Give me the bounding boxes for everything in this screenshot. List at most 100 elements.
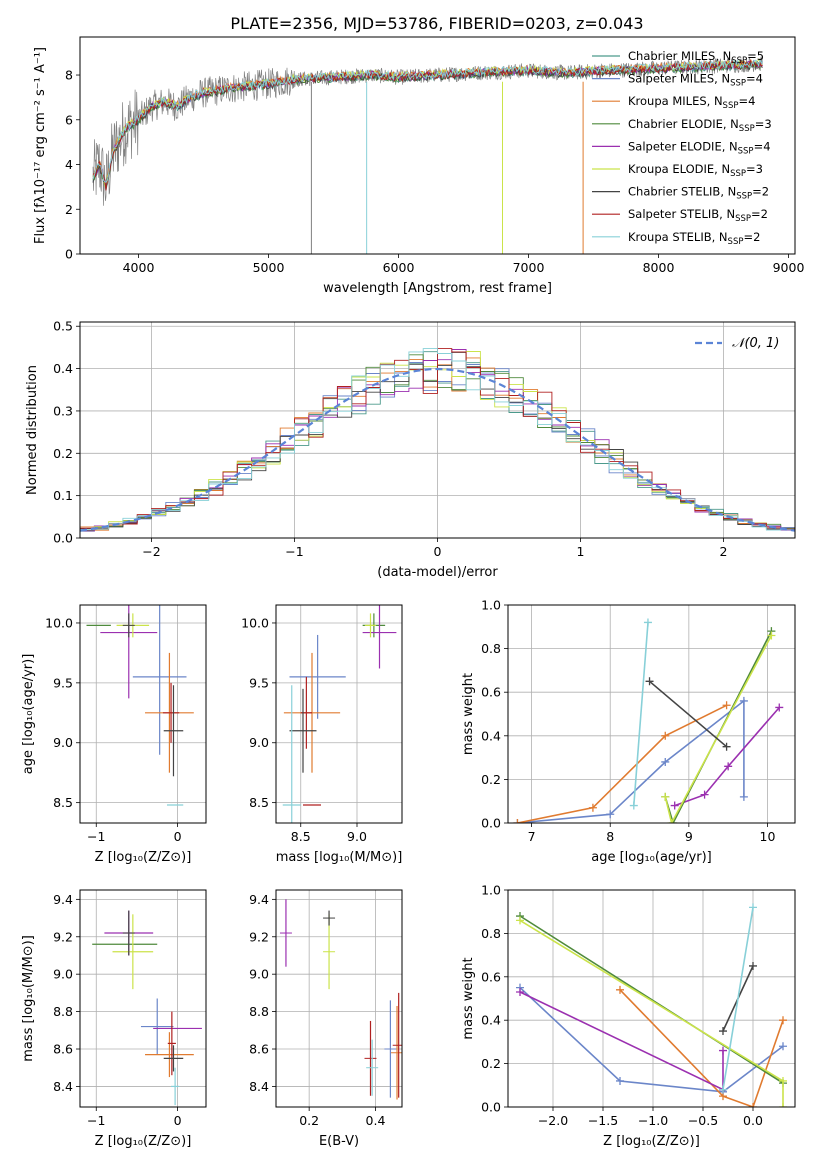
massweight_vs_Z-plot-area: [516, 903, 787, 1107]
residual-histogram: [80, 348, 795, 531]
weight-point: [779, 1042, 787, 1051]
legend-entry: 𝒩(0, 1): [732, 336, 779, 351]
x-tick-label: −0.5: [688, 1113, 718, 1128]
axes-frame: [79, 889, 207, 1108]
weight-point: [606, 810, 615, 819]
weight-point: [779, 1103, 787, 1107]
y-tick-label: 9.4: [53, 892, 73, 907]
x-tick-label: 10: [760, 829, 776, 844]
weight-point: [588, 803, 597, 812]
model-spectrum-line: [92, 58, 763, 184]
weight-point: [767, 631, 776, 640]
x-tick-label: −2.0: [538, 1113, 568, 1128]
y-tick-label: 2: [65, 202, 73, 217]
residuals-plot-area: [80, 348, 795, 532]
age_vs_mass-plot-area: [282, 605, 397, 823]
y-axis-label: mass weight: [461, 673, 476, 755]
x-axis-label: Z [log₁₀(Z/Z⊙)]: [603, 1134, 700, 1149]
x-tick-label: 9000: [773, 260, 805, 275]
residuals-panel: −2 −1 0 1 2 0.0 0.1 0.2 0.3 0.4 0.5 (data-model)/er…: [25, 319, 796, 580]
weight-point: [661, 757, 670, 766]
legend-entry: Salpeter MILES, NSSP=4: [628, 72, 763, 89]
y-tick-label: 0.3: [53, 403, 73, 418]
age_vs_Z-panel: −1 0 8.5 9.0 9.5 10.0 Z [log₁₀(Z/Z⊙)] age [log₁…: [21, 604, 207, 865]
y-tick-label: 0.6: [481, 685, 501, 700]
axes-frame: [79, 36, 796, 255]
y-tick-label: 9.2: [53, 929, 73, 944]
legend-entry: Chabrier MILES, NSSP=5: [628, 49, 764, 66]
x-tick-label: −1.0: [638, 1113, 668, 1128]
massweight_vs_age-plot-area: [513, 618, 784, 823]
weight-point: [749, 1103, 757, 1107]
axes-frame: [79, 321, 796, 539]
weight-line: [633, 622, 649, 806]
massweight_vs_age-panel: 7 8 9 10 0.0 0.2 0.4 0.6 0.8 1.0 age [log₁₀(age/yr…: [461, 598, 796, 865]
weight-point: [516, 916, 524, 925]
weight-line: [648, 680, 728, 748]
y-tick-label: 8.6: [249, 1042, 269, 1057]
weight-point: [779, 1016, 787, 1025]
weight-point: [645, 677, 654, 686]
weight-point: [722, 701, 731, 710]
weight-point: [661, 731, 670, 740]
y-tick-label: 0.2: [53, 446, 73, 461]
y-tick-label: 8.4: [249, 1079, 269, 1094]
y-tick-label: 0.8: [481, 641, 501, 656]
y-tick-label: 8.8: [53, 1004, 73, 1019]
weight-line: [517, 704, 727, 823]
x-tick-label: 1: [577, 544, 585, 559]
y-tick-label: 0.0: [481, 1100, 501, 1115]
x-tick-label: 0.2: [299, 1113, 319, 1128]
mass_vs_ebv-plot-area: [279, 899, 402, 1100]
weight-point: [749, 961, 757, 970]
x-axis-label: Z [log₁₀(Z/Z⊙)]: [95, 850, 192, 865]
axes-frame: [275, 889, 403, 1108]
legend-entry: Chabrier ELODIE, NSSP=3: [628, 117, 772, 134]
x-tick-label: 9.0: [347, 829, 367, 844]
weight-line: [519, 915, 784, 1084]
y-tick-label: 10.0: [241, 615, 269, 630]
weight-point: [643, 618, 652, 627]
y-tick-label: 0.6: [481, 969, 501, 984]
x-tick-label: −1: [87, 1113, 105, 1128]
weight-point: [739, 696, 748, 705]
x-tick-label: 0: [174, 829, 182, 844]
weight-line: [619, 989, 784, 1107]
x-tick-label: 8.5: [291, 829, 311, 844]
y-tick-label: 9.4: [249, 892, 269, 907]
legend-entry: Salpeter STELIB, NSSP=2: [628, 207, 768, 224]
y-tick-label: 8: [65, 68, 73, 83]
weight-point: [616, 1076, 624, 1085]
weight-point: [700, 790, 709, 799]
y-tick-label: 8.4: [53, 1079, 73, 1094]
y-axis-label: age [log₁₀(age/yr)]: [21, 654, 36, 775]
y-tick-label: 9.2: [249, 929, 269, 944]
x-tick-label: 5000: [253, 260, 285, 275]
x-tick-label: −1: [285, 544, 303, 559]
weight-point: [616, 985, 624, 994]
weight-line: [519, 987, 784, 1093]
x-axis-label: age [log₁₀(age/yr)]: [591, 850, 712, 865]
y-tick-label: 8.5: [249, 795, 269, 810]
y-tick-label: 9.0: [249, 967, 269, 982]
x-tick-label: 0.4: [366, 1113, 386, 1128]
y-tick-label: 0.4: [481, 1013, 501, 1028]
x-tick-label: 8: [606, 829, 614, 844]
weight-point: [719, 1085, 727, 1094]
y-tick-label: 8.5: [53, 795, 73, 810]
x-tick-label: 9: [685, 829, 693, 844]
x-tick-label: −2: [142, 544, 160, 559]
y-tick-label: 1.0: [481, 883, 501, 898]
weight-line: [517, 699, 745, 823]
mass_vs_Z-panel: −1 0 8.4 8.6 8.8 9.0 9.2 9.4 Z [log₁₀(Z/Z⊙)] mass…: [21, 889, 207, 1149]
x-axis-label: Z [log₁₀(Z/Z⊙)]: [95, 1134, 192, 1149]
weight-point: [513, 819, 522, 823]
y-axis-label: mass [log₁₀(M/M⊙)]: [21, 935, 36, 1062]
weight-point: [670, 801, 679, 810]
y-tick-label: 0.5: [53, 319, 73, 334]
weight-point: [661, 792, 670, 801]
y-tick-label: 0.1: [53, 488, 73, 503]
residual-histogram: [80, 348, 795, 530]
weight-point: [516, 987, 524, 996]
weight-point: [722, 742, 731, 751]
